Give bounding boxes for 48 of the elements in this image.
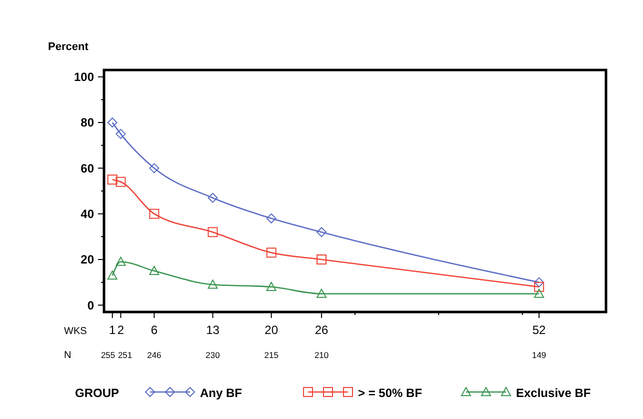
legend-label: > = 50% BF [358, 386, 422, 400]
y-tick-label: 0 [87, 298, 94, 312]
text: 251 [118, 350, 132, 360]
point [116, 256, 126, 266]
text: 246 [147, 350, 162, 360]
point [107, 174, 118, 185]
x-tick-label: 13 [206, 323, 220, 337]
text: N [64, 350, 72, 361]
x-tick-label: 20 [264, 323, 278, 337]
point [316, 227, 327, 238]
point [208, 192, 218, 203]
text: 210 [314, 350, 329, 360]
point [116, 176, 126, 187]
x-axis-title: WKS [64, 326, 88, 337]
point [534, 282, 544, 292]
point [149, 163, 160, 174]
x-tick-label: 26 [314, 323, 329, 337]
text: 149 [532, 350, 546, 360]
point [316, 288, 327, 298]
y-tick-label: 60 [80, 161, 94, 176]
point [107, 118, 118, 128]
legend-title: GROUP [75, 386, 120, 400]
point [534, 288, 544, 298]
point [149, 266, 160, 276]
point [208, 280, 218, 289]
point [208, 227, 218, 238]
x-tick-label: 2 [117, 323, 124, 337]
point [266, 248, 276, 258]
x-tick-label: 1 [109, 323, 116, 337]
text: 230 [206, 350, 220, 360]
x-tick-label: 52 [532, 323, 546, 337]
legend-label: Exclusive BF [516, 386, 591, 400]
point [316, 254, 327, 264]
point [534, 277, 544, 288]
y-tick-label: 100 [74, 70, 94, 84]
x-tick-label: 6 [150, 323, 158, 337]
y-axis-title: Percent [48, 41, 89, 53]
y-tick-label: 20 [80, 252, 94, 267]
point [116, 128, 126, 139]
y-tick-label: 80 [80, 116, 94, 130]
y-tick-label: 40 [80, 207, 94, 222]
point [266, 213, 276, 224]
text: 255 [100, 350, 116, 360]
point [107, 270, 118, 280]
legend-label: Any BF [200, 386, 242, 400]
point [149, 208, 160, 219]
point [266, 282, 276, 291]
text: 215 [264, 350, 279, 360]
